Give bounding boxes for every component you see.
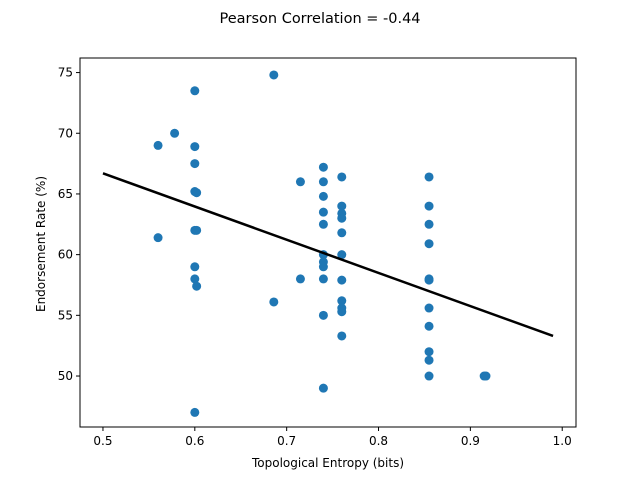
data-point [192,188,202,198]
data-point [424,275,434,285]
data-point [318,274,328,284]
data-point [318,191,328,201]
data-point [190,142,200,152]
data-point [424,172,434,182]
data-point [190,407,200,417]
data-point [295,274,305,284]
data-point [153,140,163,150]
data-point [424,201,434,211]
data-point [295,177,305,187]
data-point [337,250,347,260]
fit-line-layer [102,172,554,338]
data-point [153,233,163,243]
data-point [170,128,180,138]
data-point [337,275,347,285]
data-point [424,321,434,331]
y-tick-label: 65 [58,187,73,201]
x-tick-label: 0.5 [93,434,112,448]
data-point [318,162,328,172]
data-point [318,177,328,187]
data-point [337,228,347,238]
x-tick-label: 0.6 [185,434,204,448]
data-point [337,172,347,182]
data-point [318,262,328,272]
x-tick-label: 1.0 [553,434,572,448]
data-point [190,274,200,284]
data-point [190,86,200,96]
data-point [318,310,328,320]
data-point [192,281,202,291]
data-point [318,219,328,229]
data-point [481,371,491,381]
regression-line [102,172,554,338]
data-point [424,355,434,365]
data-point [424,371,434,381]
x-tick-label: 0.8 [369,434,388,448]
data-point [424,239,434,249]
x-tick-label: 0.9 [461,434,480,448]
data-point [269,297,279,307]
y-axis-label: Endorsement Rate (%) [34,176,48,312]
data-point [337,331,347,341]
axes-layer: 0.5 0.6 0.7 0.8 0.9 1.0 50 55 60 65 70 75 [58,57,577,448]
data-point [337,296,347,306]
data-point [424,303,434,313]
data-point [337,201,347,211]
data-point [337,307,347,317]
x-tick-label: 0.7 [277,434,296,448]
data-point [424,347,434,357]
data-point [192,225,202,235]
data-point [424,219,434,229]
data-point [190,262,200,272]
data-point [337,213,347,223]
x-axis-label: Topological Entropy (bits) [251,456,404,470]
y-tick-label: 50 [58,369,73,383]
y-tick-label: 75 [58,66,73,80]
plot-frame [79,57,577,428]
data-point [318,207,328,217]
data-point [190,159,200,169]
y-tick-label: 70 [58,126,73,140]
data-point [318,383,328,393]
data-point [269,70,279,80]
y-tick-label: 60 [58,248,73,262]
chart-title: Pearson Correlation = -0.44 [219,11,420,27]
y-tick-label: 55 [58,308,73,322]
